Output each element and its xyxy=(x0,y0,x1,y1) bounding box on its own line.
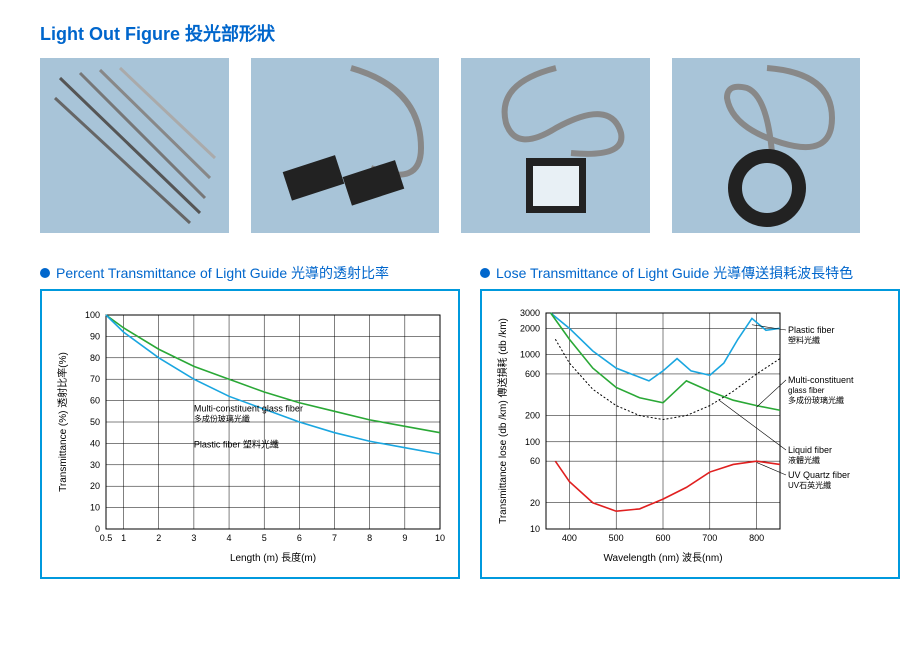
svg-text:60: 60 xyxy=(90,396,100,406)
svg-text:2: 2 xyxy=(156,533,161,543)
bullet-icon xyxy=(40,268,50,278)
photo-rect-head xyxy=(251,58,440,233)
bullet-icon xyxy=(480,268,490,278)
svg-text:700: 700 xyxy=(702,533,717,543)
svg-text:0.5: 0.5 xyxy=(100,533,113,543)
svg-text:UV Quartz fiber: UV Quartz fiber xyxy=(788,470,850,480)
svg-text:UV石英光纖: UV石英光纖 xyxy=(788,480,831,490)
svg-text:塑料光纖: 塑料光纖 xyxy=(788,335,820,345)
svg-text:Wavelength (nm) 波長(nm): Wavelength (nm) 波長(nm) xyxy=(603,551,722,564)
photo-square-backlight xyxy=(461,58,650,233)
chart1-title: Percent Transmittance of Light Guide 光導的… xyxy=(40,263,460,283)
chart2-frame: 400 500 600 700 800 10 20 60 100 200 600 1000 2000 30… xyxy=(480,289,900,579)
svg-text:Length (m) 長度(m): Length (m) 長度(m) xyxy=(230,551,316,564)
svg-text:200: 200 xyxy=(525,411,540,421)
chart2-title-text: Lose Transmittance of Light Guide 光導傳送損耗… xyxy=(496,263,853,283)
svg-text:70: 70 xyxy=(90,374,100,384)
svg-text:Transmittance (%) 透射比率(%): Transmittance (%) 透射比率(%) xyxy=(56,352,69,492)
chart1-frame: 0.5123456789100102030405060708090100Mult… xyxy=(40,289,460,579)
svg-text:800: 800 xyxy=(749,533,764,543)
svg-text:4: 4 xyxy=(227,533,232,543)
chart2-svg: 400 500 600 700 800 10 20 60 100 200 600 1000 2000 30… xyxy=(492,305,890,565)
charts-row: Percent Transmittance of Light Guide 光導的… xyxy=(40,263,860,579)
svg-text:20: 20 xyxy=(90,481,100,491)
chart2-wrap: Lose Transmittance of Light Guide 光導傳送損耗… xyxy=(480,263,900,579)
svg-text:液體光纖: 液體光纖 xyxy=(788,455,820,465)
svg-text:0: 0 xyxy=(95,524,100,534)
chart1-svg: 0.5123456789100102030405060708090100Mult… xyxy=(52,305,450,565)
svg-text:600: 600 xyxy=(525,369,540,379)
svg-text:5: 5 xyxy=(262,533,267,543)
svg-text:多成份玻璃光纖: 多成份玻璃光纖 xyxy=(788,395,844,405)
chart1-wrap: Percent Transmittance of Light Guide 光導的… xyxy=(40,263,460,579)
svg-text:10: 10 xyxy=(435,533,445,543)
svg-text:3000: 3000 xyxy=(520,308,540,318)
svg-text:Liquid fiber: Liquid fiber xyxy=(788,445,832,455)
svg-text:1000: 1000 xyxy=(520,350,540,360)
svg-text:7: 7 xyxy=(332,533,337,543)
svg-text:30: 30 xyxy=(90,460,100,470)
svg-text:9: 9 xyxy=(402,533,407,543)
svg-text:100: 100 xyxy=(85,310,100,320)
svg-text:8: 8 xyxy=(367,533,372,543)
photo-straight-fiber xyxy=(40,58,229,233)
svg-text:6: 6 xyxy=(297,533,302,543)
svg-text:500: 500 xyxy=(609,533,624,543)
svg-text:10: 10 xyxy=(530,524,540,534)
svg-text:100: 100 xyxy=(525,437,540,447)
svg-text:Multi-constituent: Multi-constituent xyxy=(788,375,854,385)
photo-ring-light xyxy=(672,58,861,233)
svg-text:1: 1 xyxy=(121,533,126,543)
svg-text:80: 80 xyxy=(90,353,100,363)
svg-text:2000: 2000 xyxy=(520,323,540,333)
svg-text:多成份玻璃光纖: 多成份玻璃光纖 xyxy=(194,413,250,423)
svg-text:20: 20 xyxy=(530,498,540,508)
svg-text:10: 10 xyxy=(90,503,100,513)
svg-text:600: 600 xyxy=(655,533,670,543)
svg-text:3: 3 xyxy=(191,533,196,543)
svg-text:400: 400 xyxy=(562,533,577,543)
svg-text:Multi-constituent glass fiber: Multi-constituent glass fiber xyxy=(194,403,303,413)
svg-text:40: 40 xyxy=(90,438,100,448)
chart2-title: Lose Transmittance of Light Guide 光導傳送損耗… xyxy=(480,263,900,283)
svg-text:Plastic fiber 塑料光纖: Plastic fiber 塑料光纖 xyxy=(194,439,279,450)
svg-text:60: 60 xyxy=(530,456,540,466)
svg-text:Transmittance lose (db /km) 傳送: Transmittance lose (db /km) 傳送損耗 (db /km… xyxy=(496,318,509,524)
svg-text:90: 90 xyxy=(90,331,100,341)
svg-text:50: 50 xyxy=(90,417,100,427)
section-title: Light Out Figure 投光部形狀 xyxy=(40,20,880,46)
chart1-title-text: Percent Transmittance of Light Guide 光導的… xyxy=(56,263,389,283)
svg-text:glass fiber: glass fiber xyxy=(788,386,825,395)
photo-row xyxy=(40,58,860,233)
svg-text:Plastic fiber: Plastic fiber xyxy=(788,325,835,335)
